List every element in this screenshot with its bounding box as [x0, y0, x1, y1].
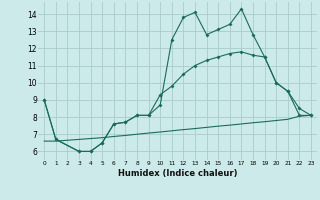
X-axis label: Humidex (Indice chaleur): Humidex (Indice chaleur): [118, 169, 237, 178]
